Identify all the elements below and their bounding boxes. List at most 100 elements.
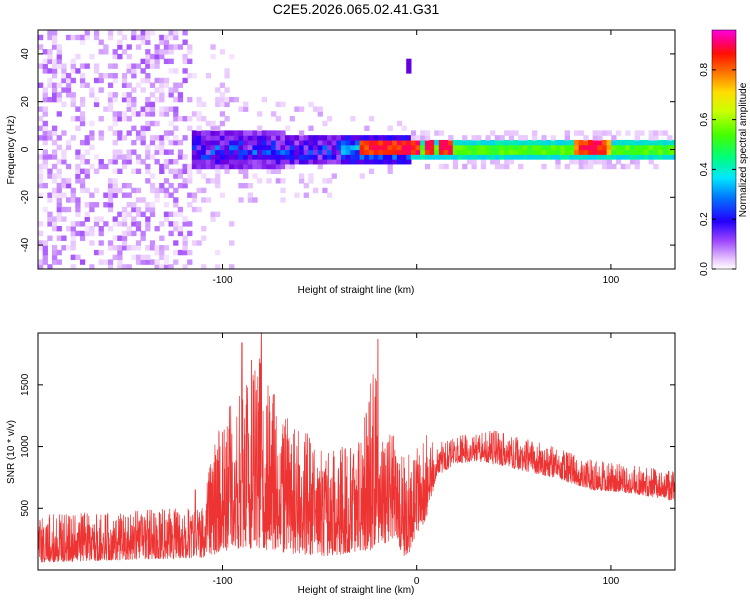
spectrogram-cell [61, 63, 67, 69]
spectrogram-cell [508, 154, 515, 160]
spectrogram-cell [648, 144, 654, 151]
spectrogram-cell [364, 154, 370, 160]
spectrogram-cell [620, 149, 626, 155]
spectrogram-cell [606, 163, 612, 170]
y-tick-label: 20 [20, 96, 31, 108]
spectrogram-cell [392, 149, 398, 155]
spectrogram-cell [289, 149, 295, 155]
spectrogram-cell [308, 144, 314, 151]
spectrogram-cell [285, 125, 291, 131]
spectrogram-cell [215, 130, 221, 136]
spectrogram-cell [126, 92, 132, 98]
spectrogram-cell [38, 230, 44, 237]
spectrogram-cell [401, 139, 407, 146]
spectrogram-cell [639, 130, 645, 136]
spectrogram-cell [187, 259, 193, 265]
spectrogram-cell [303, 182, 309, 189]
spectrogram-cell [359, 149, 365, 155]
spectrogram-cell [504, 130, 510, 136]
spectrogram-cell [336, 135, 342, 141]
spectrogram-cell [61, 101, 67, 108]
spectrogram-cell [112, 53, 118, 60]
spectrogram-cell [135, 259, 142, 265]
spectrogram-cell [587, 144, 594, 151]
spectrogram-cell [471, 159, 477, 165]
spectrogram-cell [42, 87, 48, 93]
spectrogram-cell [271, 130, 277, 136]
spectrogram-cell [275, 135, 281, 141]
spectrogram-cell [182, 178, 188, 184]
spectrogram-cell [56, 259, 62, 265]
spectrogram-cell [168, 264, 174, 269]
spectrogram-cell [326, 149, 333, 155]
spectrogram-cell [126, 53, 132, 60]
spectrogram-cell [145, 111, 151, 117]
spectrogram-cell [201, 135, 207, 141]
spectrogram-cell [597, 149, 603, 155]
y-tick-label: 0 [20, 146, 31, 152]
spectrogram-cell [340, 159, 347, 165]
spectrogram-cell [373, 139, 379, 146]
spectrogram-x-ticks: -100 100 [212, 30, 620, 286]
spectrogram-cell [93, 221, 100, 227]
spectrogram-cell [196, 240, 202, 246]
y-tick-label: 40 [20, 48, 31, 60]
spectrogram-cell [121, 159, 128, 165]
spectrogram-cell [93, 30, 100, 36]
spectrogram-cell [187, 230, 193, 237]
spectrogram-cell [643, 139, 650, 146]
spectrogram-cell [117, 135, 123, 141]
spectrogram-cell [168, 230, 174, 237]
spectrogram-cell [173, 259, 179, 265]
spectrogram-cell [257, 130, 263, 136]
spectrogram-cell [667, 144, 673, 151]
spectrogram-cell [163, 149, 170, 155]
spectrogram-cell [597, 130, 603, 136]
spectrogram-cell [173, 187, 179, 194]
spectrogram-cell [149, 139, 156, 146]
spectrogram-cell [42, 259, 48, 265]
spectrogram-cell [205, 159, 212, 165]
spectrogram-cell [331, 139, 337, 146]
spectrogram-cell [653, 135, 659, 141]
spectrogram-cell [597, 135, 603, 141]
colorbar-tick-label: 0.0 [699, 262, 710, 276]
spectrogram-cell [140, 30, 146, 36]
spectrogram-cell [117, 53, 123, 60]
spectrogram-cell [154, 44, 160, 50]
spectrogram-cell [387, 154, 393, 160]
spectrogram-cell [667, 154, 673, 160]
spectrogram-cell [303, 149, 309, 155]
spectrogram-cell [466, 159, 473, 165]
spectrogram-cell [229, 264, 235, 269]
spectrogram-cell [135, 245, 142, 251]
spectrogram-cell [140, 159, 146, 165]
spectrogram-cell [159, 96, 165, 103]
spectrogram-cell [112, 178, 118, 184]
spectrogram-cell [634, 149, 640, 155]
spectrogram-cell [378, 135, 384, 141]
spectrogram-cell [415, 149, 421, 155]
spectrogram-cell [312, 135, 319, 141]
spectrogram-cell [163, 159, 170, 165]
spectrogram-cell [424, 130, 431, 136]
spectrogram-cell [215, 125, 221, 131]
spectrogram-cell [51, 154, 58, 160]
spectrogram-cell [452, 149, 459, 155]
spectrogram-cell [639, 144, 645, 151]
spectrogram-cell [629, 159, 636, 165]
spectrogram-cell [480, 139, 487, 146]
spectrogram-cell [224, 168, 230, 174]
spectrogram-cell [112, 245, 118, 251]
spectrogram-cell [443, 144, 449, 151]
spectrogram-cell [51, 163, 58, 170]
spectrogram-cell [387, 163, 393, 170]
spectrogram-cell [191, 240, 198, 246]
spectrogram-cell [107, 30, 114, 36]
spectrogram-cell [159, 264, 165, 269]
spectrogram-cell [131, 206, 137, 213]
y-tick-label: 1500 [20, 373, 31, 396]
spectrogram-cell [224, 144, 230, 151]
spectrogram-cell [154, 77, 160, 84]
spectrogram-cell [38, 163, 44, 170]
